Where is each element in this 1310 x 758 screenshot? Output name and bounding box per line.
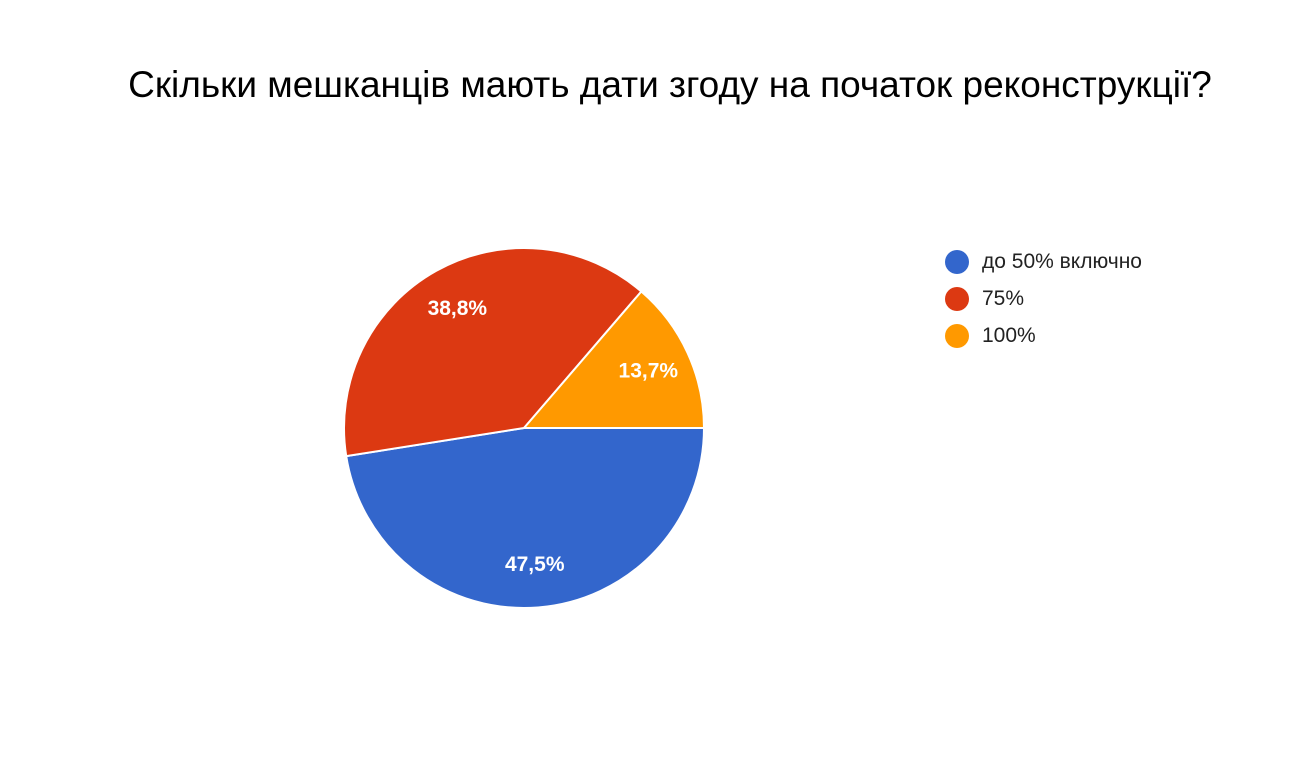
legend-item-2: 100%: [945, 317, 1142, 354]
legend-swatch-2: [945, 323, 969, 348]
slice-label-0: 47,5%: [505, 553, 565, 576]
pie-slice-2: [521, 290, 706, 429]
legend: до 50% включно 75% 100%: [945, 243, 1142, 354]
legend-label-2: 100%: [982, 323, 1036, 347]
pie-slice-1: [343, 247, 643, 458]
legend-label-1: 75%: [982, 286, 1025, 310]
pie-slice-0: [345, 427, 706, 609]
chart-title: Скільки мешканців мають дати згоду на по…: [128, 64, 1212, 105]
slice-label-2: 13,7%: [619, 359, 679, 382]
legend-item-1: 75%: [945, 280, 1142, 317]
slice-label-1: 38,8%: [428, 297, 488, 320]
legend-swatch-0: [945, 249, 969, 274]
legend-label-0: до 50% включно: [982, 249, 1142, 273]
legend-item-0: до 50% включно: [945, 243, 1142, 280]
legend-swatch-1: [945, 286, 969, 311]
